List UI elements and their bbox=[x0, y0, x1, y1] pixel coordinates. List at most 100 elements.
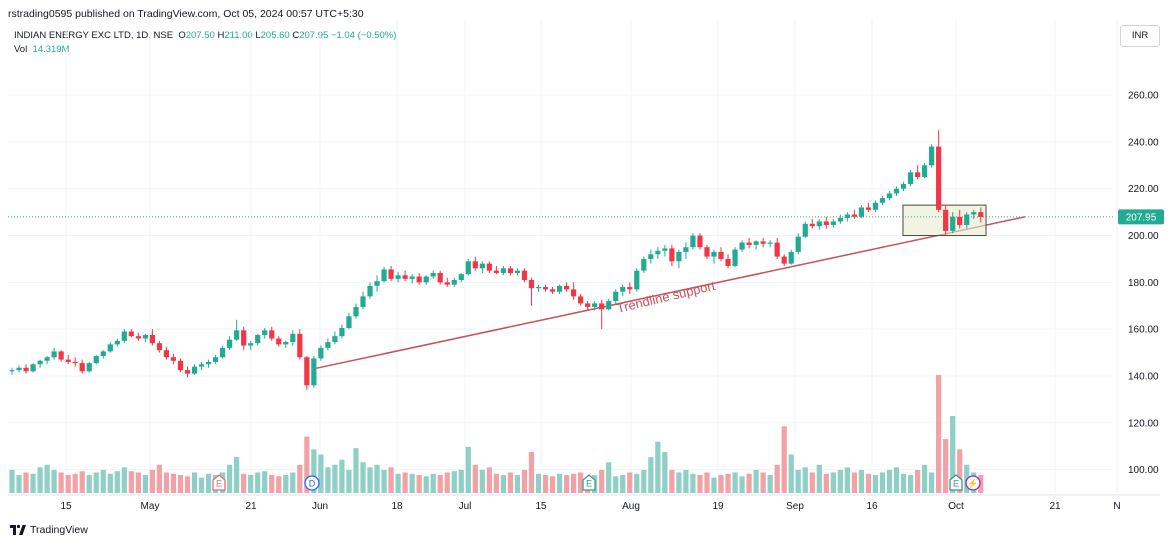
candle-body bbox=[297, 333, 303, 358]
volume-bar bbox=[795, 469, 801, 493]
event-marker-label: ⚡ bbox=[967, 478, 978, 490]
candle-body bbox=[44, 357, 50, 361]
volume-bar bbox=[641, 469, 647, 493]
candle-body bbox=[205, 361, 212, 365]
volume-bar bbox=[900, 473, 907, 493]
volume-bar bbox=[332, 464, 338, 493]
candle-body bbox=[662, 248, 668, 251]
candle bbox=[416, 272, 422, 285]
volume-bar bbox=[535, 473, 542, 493]
candle-body bbox=[374, 281, 380, 286]
candle bbox=[9, 367, 15, 375]
candle-body bbox=[86, 363, 92, 372]
candle-body bbox=[395, 275, 401, 279]
candle-body bbox=[767, 242, 773, 244]
candle-body bbox=[409, 276, 415, 279]
volume-bar bbox=[255, 472, 261, 493]
candle-body bbox=[318, 347, 324, 359]
candle-body bbox=[718, 251, 724, 259]
candle-body bbox=[191, 366, 198, 374]
candle bbox=[922, 162, 928, 179]
candle-body bbox=[641, 258, 647, 271]
candle-body bbox=[332, 336, 338, 343]
candle bbox=[163, 346, 170, 360]
trendline[interactable] bbox=[312, 216, 1026, 370]
candle-body bbox=[760, 241, 766, 244]
candle bbox=[184, 366, 191, 378]
candle bbox=[732, 247, 738, 268]
event-marker[interactable]: D bbox=[304, 475, 320, 491]
volume-bar bbox=[816, 464, 822, 493]
candle-body bbox=[79, 363, 85, 372]
volume-bar bbox=[521, 469, 528, 493]
x-tick-label: Jun bbox=[312, 501, 328, 512]
x-tick-label: 15 bbox=[535, 501, 547, 512]
candle bbox=[585, 301, 591, 311]
event-marker[interactable]: ⚡ bbox=[965, 475, 981, 491]
volume-bar bbox=[184, 476, 191, 493]
candle-body bbox=[620, 287, 626, 292]
candle bbox=[802, 221, 808, 238]
candle bbox=[886, 191, 893, 201]
x-tick-label: 21 bbox=[245, 501, 257, 512]
candle-body bbox=[304, 357, 310, 386]
volume-bar bbox=[283, 475, 289, 493]
candle bbox=[521, 268, 528, 283]
candle-body bbox=[437, 272, 443, 283]
candle bbox=[655, 247, 661, 259]
volume-bar bbox=[788, 454, 794, 493]
event-marker[interactable]: E bbox=[212, 474, 226, 491]
low-label: L bbox=[255, 30, 261, 41]
candle bbox=[465, 258, 471, 276]
candle-body bbox=[571, 289, 577, 297]
event-marker[interactable]: E bbox=[582, 474, 596, 491]
candle bbox=[739, 240, 745, 252]
candle bbox=[578, 294, 584, 306]
volume-bar bbox=[353, 448, 359, 493]
candle bbox=[620, 284, 626, 297]
volume-bar bbox=[732, 472, 738, 493]
candle-body bbox=[486, 263, 492, 271]
candle bbox=[978, 207, 984, 223]
volume-label: Vol bbox=[14, 44, 28, 55]
candle bbox=[556, 284, 563, 295]
volume-bar bbox=[648, 457, 654, 493]
candle bbox=[851, 209, 857, 220]
candle-body bbox=[746, 242, 752, 245]
candle bbox=[121, 329, 127, 344]
x-tick-label: 19 bbox=[712, 501, 724, 512]
candle bbox=[269, 326, 275, 341]
candle-body bbox=[23, 367, 29, 372]
volume-bar bbox=[500, 475, 506, 493]
close-value: 207.95 bbox=[299, 30, 329, 41]
volume-bar bbox=[72, 473, 78, 493]
close-label: C bbox=[292, 30, 300, 41]
candle bbox=[437, 270, 443, 285]
candle-body bbox=[950, 216, 956, 231]
candle-body bbox=[255, 335, 261, 344]
volume-bar bbox=[704, 472, 710, 493]
tradingview-brand: TradingView bbox=[30, 524, 88, 536]
currency-button[interactable]: INR bbox=[1120, 25, 1160, 47]
candle bbox=[346, 312, 352, 330]
candle-body bbox=[156, 343, 163, 351]
volume-bar bbox=[893, 467, 900, 493]
volume-bar bbox=[430, 473, 436, 493]
candle bbox=[514, 268, 521, 276]
candle-body bbox=[802, 223, 808, 237]
candle bbox=[72, 357, 78, 367]
candle-body bbox=[458, 274, 464, 281]
candle-body bbox=[929, 146, 935, 166]
candle-body bbox=[697, 235, 703, 248]
volume-bar bbox=[339, 459, 345, 493]
volume-bar bbox=[613, 476, 619, 493]
event-marker[interactable]: E bbox=[949, 474, 963, 491]
volume-bar bbox=[269, 475, 275, 493]
volume-bar bbox=[360, 462, 366, 493]
volume-bar bbox=[886, 469, 893, 493]
x-tick-label: 18 bbox=[391, 501, 403, 512]
y-tick-label: 140.00 bbox=[1128, 371, 1159, 382]
candle bbox=[893, 186, 900, 196]
